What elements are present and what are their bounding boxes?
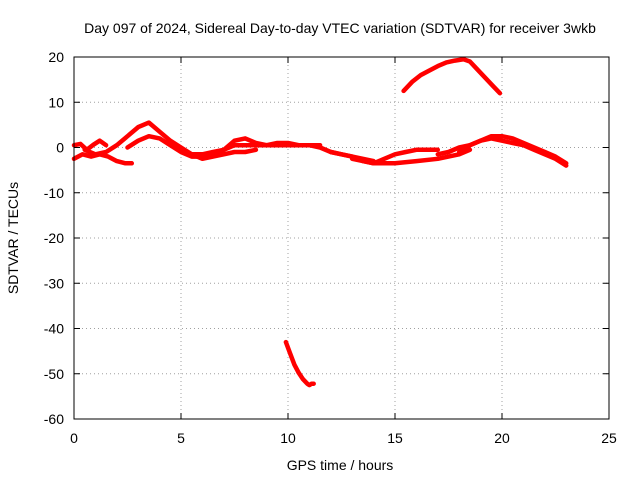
grid: [74, 57, 609, 419]
y-tick-label: -30: [44, 275, 64, 291]
chart-title: Day 097 of 2024, Sidereal Day-to-day VTE…: [84, 20, 596, 36]
series-track-9: [459, 136, 566, 163]
series-track-10: [404, 59, 500, 93]
y-tick-label: -10: [44, 185, 64, 201]
y-tick-label: 20: [48, 49, 64, 65]
series-track-2: [74, 154, 132, 163]
y-tick-label: -20: [44, 230, 64, 246]
chart: Day 097 of 2024, Sidereal Day-to-day VTE…: [0, 0, 640, 480]
series-track-11: [286, 342, 314, 385]
y-tick-label: -60: [44, 411, 64, 427]
x-tick-label: 25: [601, 430, 617, 446]
x-tick-label: 15: [387, 430, 403, 446]
y-tick-label: 0: [56, 140, 64, 156]
axis-ticks: 0 5 10 15 20 25 20 10 0 -10 -20 -30 -40 -50 -60: [44, 49, 617, 446]
y-tick-label: -40: [44, 321, 64, 337]
y-tick-label: -50: [44, 366, 64, 382]
x-tick-label: 10: [280, 430, 296, 446]
x-axis-label: GPS time / hours: [287, 457, 394, 473]
x-tick-label: 20: [494, 430, 510, 446]
series-group: [74, 59, 566, 385]
series-track-1: [74, 141, 106, 150]
y-tick-label: 10: [48, 94, 64, 110]
x-tick-label: 5: [177, 430, 185, 446]
y-axis-label: SDTVAR / TECUs: [5, 182, 21, 294]
x-tick-label: 0: [70, 430, 78, 446]
